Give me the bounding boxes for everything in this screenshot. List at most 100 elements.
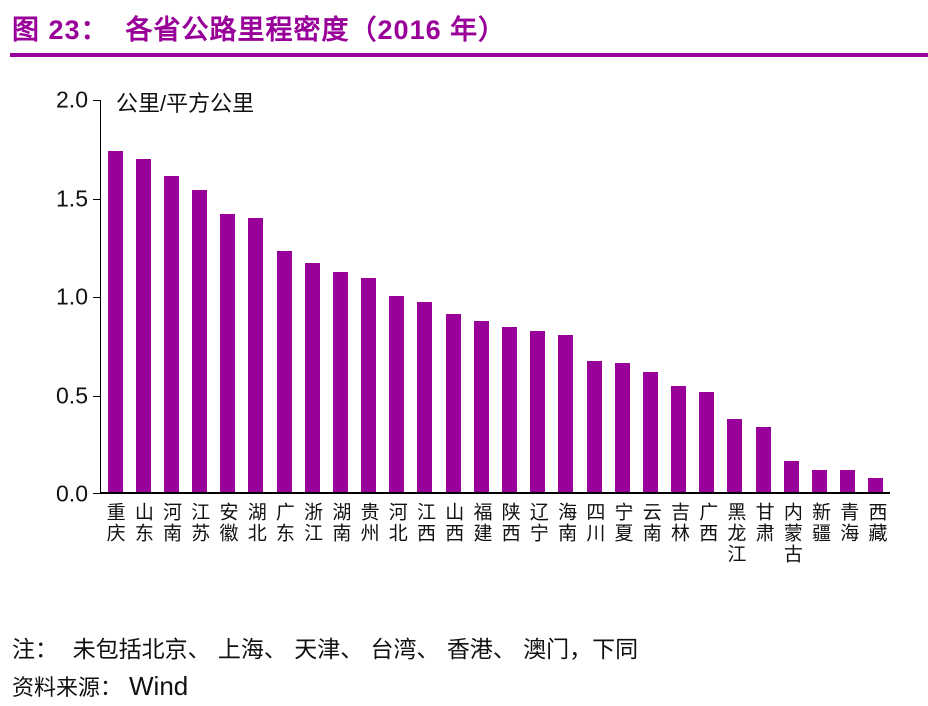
x-axis-label: 重庆 (100, 502, 128, 616)
bar-河南 (163, 176, 179, 492)
source-label: 资料来源： (12, 676, 123, 701)
x-axis-label-text: 湖南 (329, 502, 351, 544)
x-axis-label: 新疆 (805, 502, 833, 616)
bar-slot (467, 100, 495, 492)
x-axis-label-text: 广西 (696, 502, 718, 544)
x-axis-label: 湖南 (326, 502, 354, 616)
x-axis-label-text: 内蒙古 (780, 502, 802, 565)
bar-广东 (276, 250, 292, 492)
bar-甘肃 (755, 427, 771, 492)
x-axis-label-text: 陕西 (498, 502, 520, 544)
bar-河北 (389, 296, 405, 492)
x-axis-label: 广西 (693, 502, 721, 616)
x-axis-label-text: 河南 (160, 502, 182, 544)
x-axis-label-text: 福建 (470, 502, 492, 544)
y-tick-label: 2.0 (56, 86, 88, 113)
y-tick-mark (93, 395, 100, 397)
bar-slot (721, 100, 749, 492)
x-axis-label: 贵州 (354, 502, 382, 616)
y-tick-label: 0.5 (56, 382, 88, 408)
bar-slot (298, 100, 326, 492)
x-axis-label-text: 黑龙江 (724, 502, 746, 565)
x-axis-label: 山西 (439, 502, 467, 616)
bar-slot (636, 100, 664, 492)
x-axis-label: 江西 (410, 502, 438, 616)
x-axis-label-text: 重庆 (103, 502, 125, 544)
x-axis-label: 云南 (636, 502, 664, 616)
bar-贵州 (361, 278, 377, 492)
y-axis-unit-label: 公里/平方公里 (116, 91, 255, 116)
bar-slot (439, 100, 467, 492)
bars-container (101, 100, 890, 492)
x-axis-label: 河南 (156, 502, 184, 616)
bar-slot (101, 100, 129, 492)
bar-slot (270, 100, 298, 492)
x-axis-label-text: 安徽 (216, 502, 238, 544)
y-tick-mark (93, 198, 100, 200)
bar-slot (355, 100, 383, 492)
x-axis-label: 宁夏 (608, 502, 636, 616)
x-axis-label-text: 青海 (837, 502, 859, 544)
x-axis-label-text: 浙江 (301, 502, 323, 544)
x-axis-label-text: 西藏 (865, 502, 887, 544)
bar-slot (186, 100, 214, 492)
x-axis-label: 广东 (269, 502, 297, 616)
bar-湖南 (332, 272, 348, 492)
bar-slot (805, 100, 833, 492)
bar-陕西 (501, 327, 517, 492)
x-axis-label: 辽宁 (523, 502, 551, 616)
bar-广西 (699, 392, 715, 492)
bar-青海 (840, 470, 856, 492)
bar-新疆 (811, 470, 827, 492)
x-axis-label-text: 山东 (131, 502, 153, 544)
bar-江苏 (192, 190, 208, 492)
bar-浙江 (304, 262, 320, 492)
x-axis-label: 青海 (834, 502, 862, 616)
bar-山西 (445, 313, 461, 492)
bar-黑龙江 (727, 419, 743, 492)
y-tick-label: 0.0 (56, 480, 88, 507)
x-axis-label-text: 山西 (442, 502, 464, 544)
x-axis-label-text: 河北 (385, 502, 407, 544)
x-axis-label-text: 新疆 (809, 502, 831, 544)
x-axis-label-text: 广东 (272, 502, 294, 544)
bar-山东 (135, 158, 151, 492)
bar-slot (777, 100, 805, 492)
bar-slot (411, 100, 439, 492)
bar-slot (833, 100, 861, 492)
x-axis-label-text: 云南 (639, 502, 661, 544)
x-axis-label: 山东 (128, 502, 156, 616)
x-axis-label: 河北 (382, 502, 410, 616)
x-axis-label: 黑龙江 (721, 502, 749, 616)
x-axis-label: 安徽 (213, 502, 241, 616)
x-axis-label-text: 海南 (555, 502, 577, 544)
x-axis-label: 西藏 (862, 502, 890, 616)
y-tick-mark (93, 297, 100, 298)
bar-重庆 (107, 150, 123, 492)
x-axis-label: 福建 (467, 502, 495, 616)
bar-吉林 (671, 386, 687, 492)
bar-slot (862, 100, 890, 492)
x-axis-label: 湖北 (241, 502, 269, 616)
bar-辽宁 (530, 331, 546, 492)
bar-西藏 (868, 478, 884, 492)
y-tick-mark (93, 493, 100, 494)
bar-江西 (417, 301, 433, 492)
x-axis-label: 四川 (580, 502, 608, 616)
bar-slot (749, 100, 777, 492)
x-axis-label: 甘肃 (749, 502, 777, 616)
x-axis-label: 内蒙古 (777, 502, 805, 616)
x-axis-label: 浙江 (298, 502, 326, 616)
bar-宁夏 (614, 362, 630, 492)
x-axis-label: 吉林 (664, 502, 692, 616)
bar-slot (552, 100, 580, 492)
figure-source: 资料来源： Wind (12, 670, 188, 702)
bar-slot (580, 100, 608, 492)
bar-slot (157, 100, 185, 492)
x-axis-label-text: 吉林 (667, 502, 689, 544)
bar-安徽 (220, 213, 236, 492)
bar-slot (129, 100, 157, 492)
x-axis-label-text: 宁夏 (611, 502, 633, 544)
road-density-bar-chart: 公里/平方公里 2.0 1.5 1.0 0.5 0.0 重庆 山东 河南 江苏 安徽 湖北 广东 浙江… (0, 70, 928, 618)
